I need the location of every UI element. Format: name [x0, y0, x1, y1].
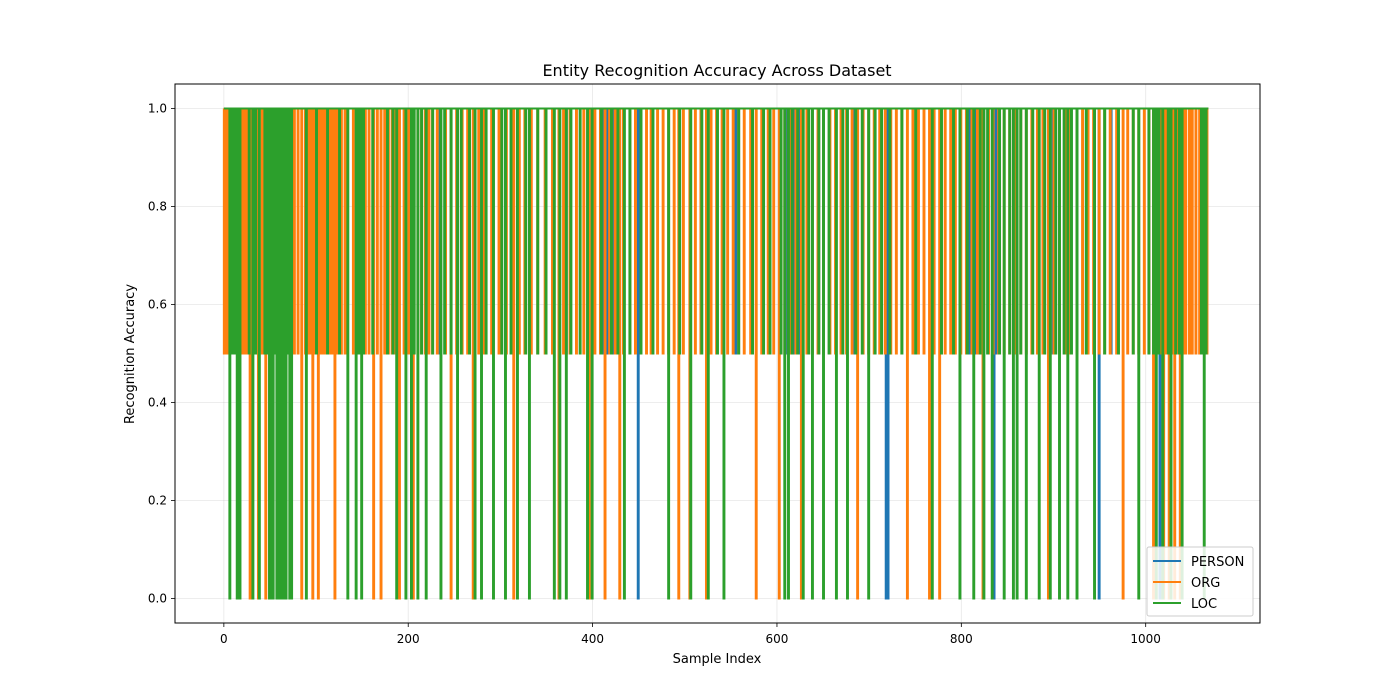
plot-area: [174, 83, 1261, 624]
plot-frame: [174, 83, 1261, 624]
x-tick-label: 0: [220, 632, 228, 646]
y-tick-label: 1.0: [148, 102, 167, 116]
legend-box: [1146, 546, 1254, 617]
x-axis: 0 200 400 600 800 1000: [220, 623, 1161, 646]
legend-label-person: PERSON: [1191, 555, 1244, 570]
x-tick-label: 800: [950, 632, 973, 646]
series-line-loc: [223, 107, 1209, 600]
chart-title: Entity Recognition Accuracy Across Datas…: [542, 61, 891, 80]
x-tick-label: 200: [397, 632, 420, 646]
y-tick-label: 0.6: [148, 298, 167, 312]
series-layer: [222, 107, 1209, 600]
legend: PERSON ORG LOC: [1146, 546, 1254, 617]
y-tick-label: 0.2: [148, 494, 167, 508]
y-tick-label: 0.8: [148, 200, 167, 214]
y-tick-label: 0.0: [148, 592, 167, 606]
y-tick-label: 0.4: [148, 396, 167, 410]
y-axis-label: Recognition Accuracy: [123, 284, 138, 424]
legend-label-loc: LOC: [1191, 597, 1217, 612]
legend-label-org: ORG: [1191, 576, 1220, 591]
x-axis-label: Sample Index: [673, 652, 762, 667]
x-tick-label: 1000: [1130, 632, 1161, 646]
y-axis: 0.0 0.2 0.4 0.6 0.8 1.0: [148, 102, 175, 606]
x-tick-label: 400: [581, 632, 604, 646]
x-tick-label: 600: [766, 632, 789, 646]
